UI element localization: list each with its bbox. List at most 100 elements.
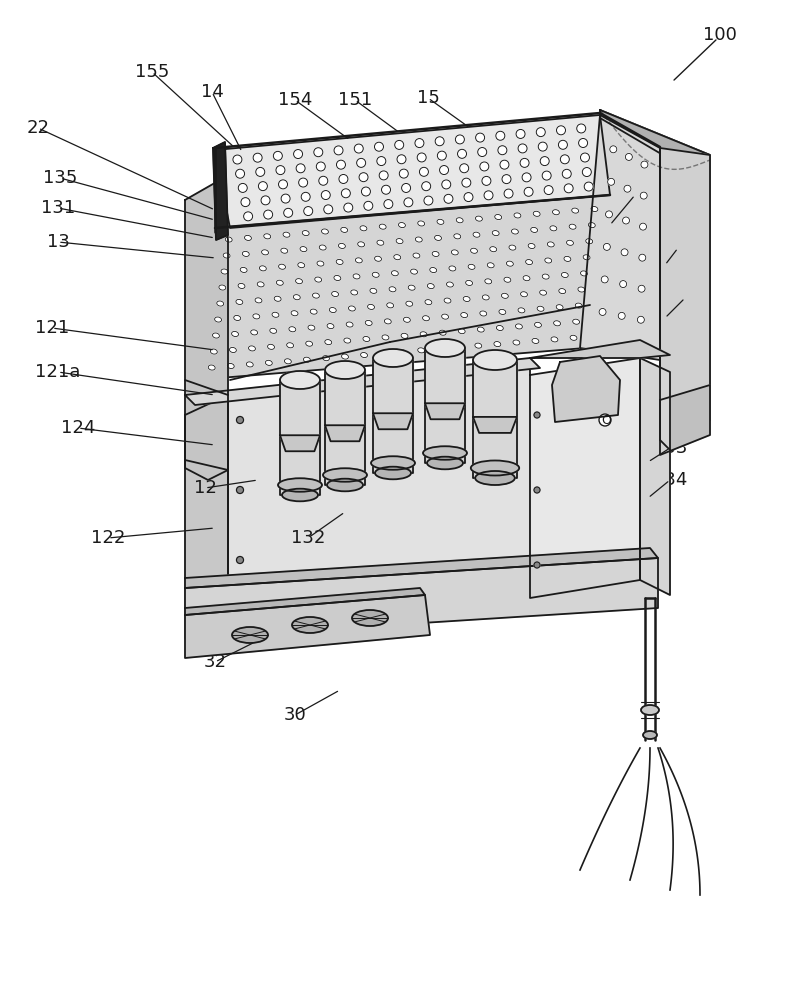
Circle shape <box>496 131 504 140</box>
Ellipse shape <box>496 325 504 331</box>
Text: 121a: 121a <box>36 363 80 381</box>
Ellipse shape <box>312 293 320 298</box>
Circle shape <box>560 155 569 164</box>
Circle shape <box>639 254 646 261</box>
Ellipse shape <box>588 223 595 228</box>
Ellipse shape <box>499 309 506 314</box>
Circle shape <box>440 166 448 175</box>
Ellipse shape <box>427 284 434 289</box>
Ellipse shape <box>283 232 290 237</box>
Polygon shape <box>228 362 530 612</box>
Circle shape <box>522 173 531 182</box>
Ellipse shape <box>230 347 236 353</box>
Ellipse shape <box>282 489 318 501</box>
Ellipse shape <box>487 263 494 268</box>
Ellipse shape <box>255 298 262 303</box>
Circle shape <box>599 308 606 315</box>
Text: 15: 15 <box>417 89 440 107</box>
Circle shape <box>354 144 363 153</box>
Circle shape <box>397 155 406 164</box>
Ellipse shape <box>286 343 294 348</box>
Circle shape <box>623 217 629 224</box>
Circle shape <box>436 137 444 146</box>
Ellipse shape <box>449 266 456 271</box>
Ellipse shape <box>485 279 491 284</box>
Circle shape <box>624 185 631 192</box>
Ellipse shape <box>570 335 577 340</box>
Ellipse shape <box>572 208 578 213</box>
Ellipse shape <box>457 218 463 223</box>
Circle shape <box>404 198 413 207</box>
Ellipse shape <box>262 250 268 255</box>
Circle shape <box>460 164 469 173</box>
Circle shape <box>534 562 540 568</box>
Ellipse shape <box>327 479 363 491</box>
Ellipse shape <box>353 274 360 279</box>
Ellipse shape <box>528 243 535 249</box>
Circle shape <box>601 276 608 283</box>
Ellipse shape <box>382 335 389 340</box>
Ellipse shape <box>466 280 473 285</box>
Ellipse shape <box>444 298 451 303</box>
Ellipse shape <box>471 460 519 476</box>
Ellipse shape <box>463 296 470 302</box>
Ellipse shape <box>475 216 483 221</box>
Ellipse shape <box>564 256 571 261</box>
Polygon shape <box>185 558 658 638</box>
Circle shape <box>637 316 645 323</box>
Ellipse shape <box>384 319 391 324</box>
Ellipse shape <box>238 283 245 288</box>
Text: 12: 12 <box>194 479 217 497</box>
Ellipse shape <box>401 333 408 338</box>
Circle shape <box>556 126 565 135</box>
Ellipse shape <box>306 341 312 346</box>
Circle shape <box>498 146 507 155</box>
Circle shape <box>341 189 350 198</box>
Ellipse shape <box>253 314 260 319</box>
Circle shape <box>359 173 368 182</box>
Polygon shape <box>185 395 228 635</box>
Ellipse shape <box>543 274 549 279</box>
Circle shape <box>298 178 307 187</box>
Circle shape <box>625 153 633 160</box>
Circle shape <box>640 192 647 199</box>
Ellipse shape <box>506 261 513 266</box>
Ellipse shape <box>375 467 411 479</box>
Ellipse shape <box>303 357 311 362</box>
Ellipse shape <box>361 352 367 358</box>
Circle shape <box>424 196 433 205</box>
Ellipse shape <box>268 344 274 349</box>
Ellipse shape <box>341 354 349 359</box>
Circle shape <box>520 158 529 167</box>
Ellipse shape <box>454 234 461 239</box>
Circle shape <box>237 416 243 424</box>
Circle shape <box>241 198 250 207</box>
Ellipse shape <box>242 251 249 256</box>
Circle shape <box>536 128 545 137</box>
Ellipse shape <box>329 308 337 313</box>
Ellipse shape <box>234 315 241 321</box>
Polygon shape <box>425 403 465 419</box>
Ellipse shape <box>578 287 585 292</box>
Circle shape <box>395 140 404 149</box>
Circle shape <box>314 148 323 157</box>
Circle shape <box>480 162 489 171</box>
Ellipse shape <box>251 330 258 335</box>
Ellipse shape <box>440 330 446 335</box>
Circle shape <box>544 186 553 195</box>
Ellipse shape <box>372 272 380 277</box>
Ellipse shape <box>447 282 453 287</box>
Text: 121: 121 <box>35 319 69 337</box>
Ellipse shape <box>545 258 551 263</box>
Circle shape <box>461 178 471 187</box>
Ellipse shape <box>264 234 271 239</box>
Circle shape <box>610 146 617 153</box>
Circle shape <box>255 167 264 176</box>
Ellipse shape <box>418 348 425 353</box>
Ellipse shape <box>221 269 228 274</box>
Circle shape <box>437 151 446 160</box>
Ellipse shape <box>551 337 558 342</box>
Ellipse shape <box>323 468 367 482</box>
Ellipse shape <box>532 338 539 344</box>
Circle shape <box>237 487 243 493</box>
